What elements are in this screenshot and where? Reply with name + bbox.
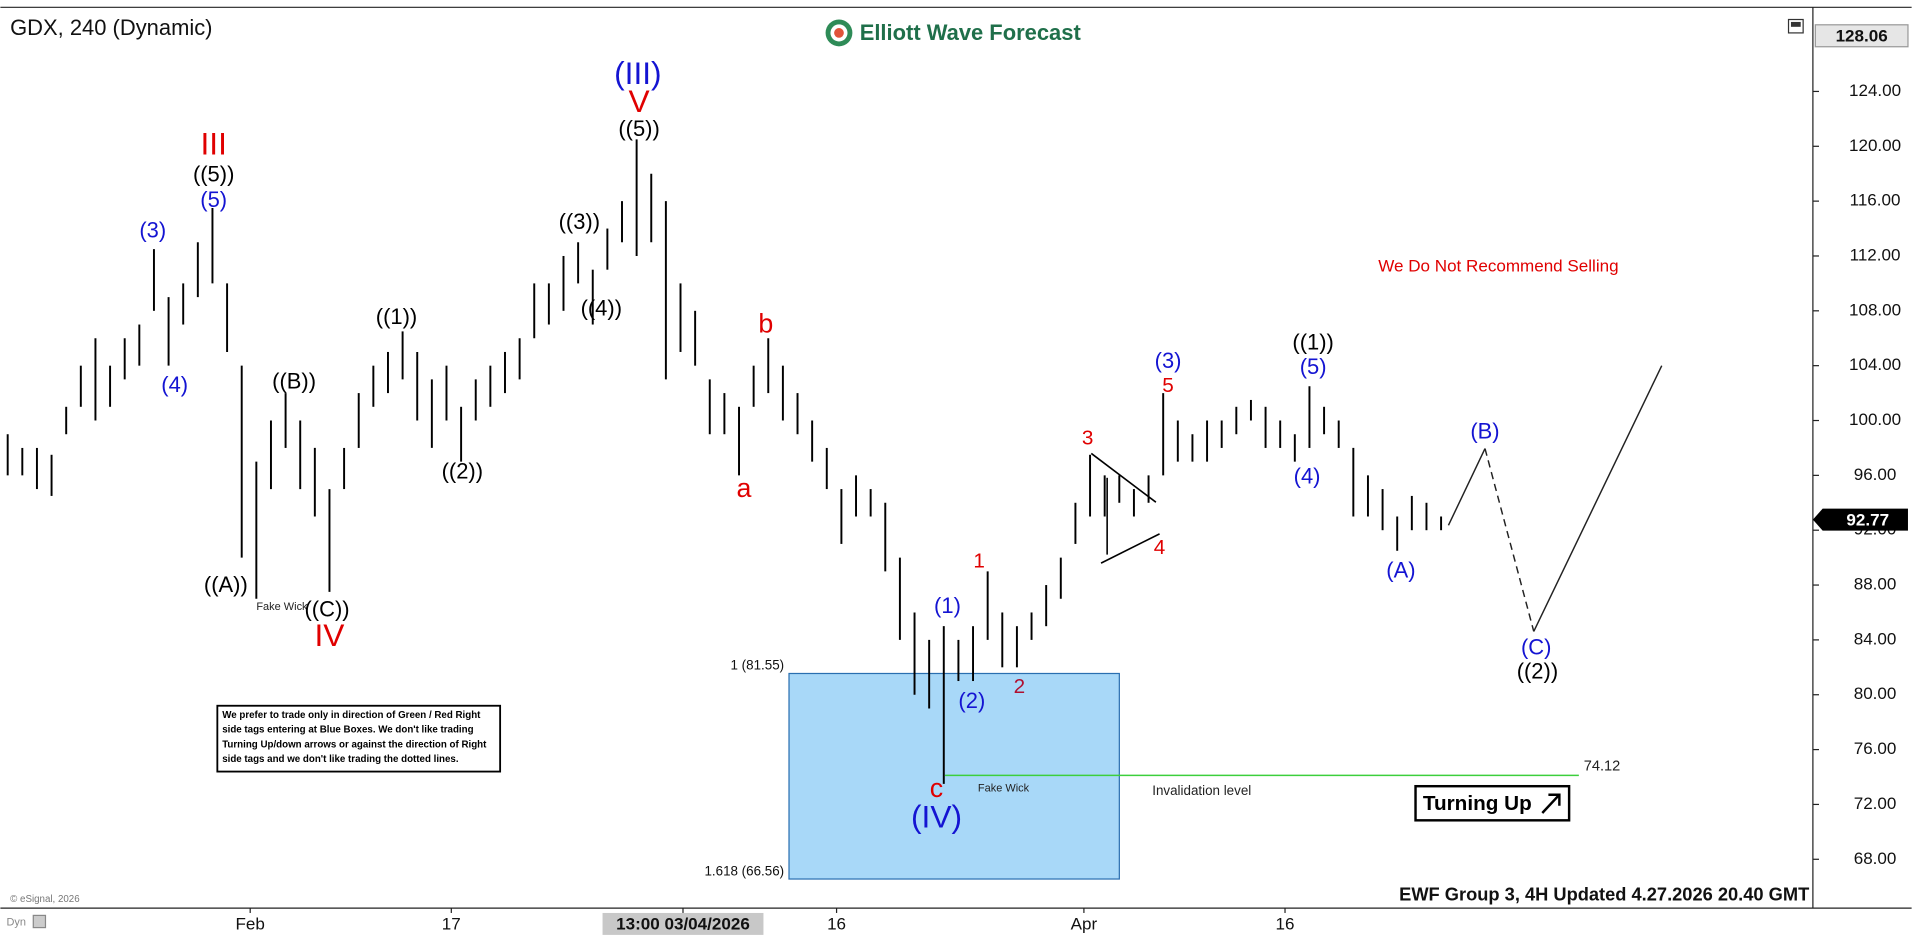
wave-label: (IV) <box>911 798 962 834</box>
window-icon-bar <box>1790 21 1801 27</box>
disclaimer-line: side tags entering at Blue Boxes. We don… <box>222 725 473 736</box>
wave-label: ((3)) <box>559 209 600 234</box>
wave-label: c <box>930 773 943 803</box>
wave-label: ((C)) <box>305 596 350 621</box>
projection-path <box>1447 448 1486 526</box>
wave-label: (3) <box>1155 348 1182 373</box>
wave-label: (3) <box>139 217 166 242</box>
x-tick-label: 16 <box>827 915 846 934</box>
wave-label: (2) <box>958 688 985 713</box>
y-tick-label: 84.00 <box>1854 629 1897 648</box>
y-tick-label: 80.00 <box>1854 684 1897 703</box>
disclaimer-box <box>216 704 502 773</box>
bars-layer <box>6 139 1443 784</box>
badge-arrow <box>1541 793 1561 814</box>
mode-label: Dyn <box>6 917 26 929</box>
wave-label: (C) <box>1521 634 1551 659</box>
wave-label: ((5)) <box>618 116 659 141</box>
triangle-line <box>1090 452 1157 503</box>
x-tick-label: 16 <box>1276 915 1295 934</box>
footer: EWF Group 3, 4H Updated 4.27.2026 20.40 … <box>1399 884 1809 905</box>
chart-title: GDX, 240 (Dynamic) <box>10 15 212 40</box>
last-price-tag <box>1812 508 1908 531</box>
wave-label: 5 <box>1162 374 1174 397</box>
labels-layer: 68.0072.0076.0080.0084.0088.0092.0096.00… <box>139 24 1909 935</box>
fib-label: 1.618 (66.56) <box>704 863 784 878</box>
wave-label: (III) <box>614 55 662 91</box>
fib-layer <box>788 672 1579 880</box>
y-tick-label: 96.00 <box>1854 465 1897 484</box>
brand: Elliott Wave Forecast <box>860 20 1082 45</box>
y-tick-label: 124.00 <box>1849 81 1901 100</box>
invalidation-text: Invalidation level <box>1152 783 1251 798</box>
y-tick-label: 108.00 <box>1849 300 1901 319</box>
wave-label: (A) <box>1386 557 1415 582</box>
wave-label: ((1)) <box>376 304 417 329</box>
wave-label: (5) <box>200 187 227 212</box>
y-tick-label: 100.00 <box>1849 410 1901 429</box>
wave-label: ((B)) <box>272 369 316 394</box>
wave-label: IV <box>315 617 345 653</box>
wave-label: ((5)) <box>193 161 234 186</box>
wave-label: Fake Wick <box>256 601 308 613</box>
projection-dotted <box>1484 448 1535 632</box>
x-tick-label: Apr <box>1071 915 1098 934</box>
y-tick-label: 76.00 <box>1854 739 1897 758</box>
wave-label: ((2)) <box>442 459 483 484</box>
wave-label: V <box>629 83 650 119</box>
warning: We Do Not Recommend Selling <box>1378 256 1618 275</box>
wave-label: 4 <box>1154 536 1166 559</box>
x-cursor-box <box>602 912 764 935</box>
y-tick-label: 116.00 <box>1850 191 1901 210</box>
disclaimer-line: side tags and we don't like trading the … <box>222 754 459 765</box>
wave-label: (4) <box>1294 464 1321 489</box>
x-tick-label: Feb <box>236 915 265 934</box>
y-tick-label: 104.00 <box>1849 355 1901 374</box>
wave-label: ((1)) <box>1292 330 1333 355</box>
badge-arrow-head <box>1548 793 1561 806</box>
axis-top-label: 128.06 <box>1836 26 1888 45</box>
y-tick-label: 72.00 <box>1854 794 1897 813</box>
fib-label: 1 (81.55) <box>731 658 785 673</box>
y-tick-label: 88.00 <box>1854 575 1897 594</box>
wave-label: (4) <box>161 372 188 397</box>
wave-label: a <box>736 473 751 503</box>
x-tick-label: 13:00 03/04/2026 <box>616 915 750 934</box>
projection-path <box>1533 365 1663 632</box>
y-tick-label: 120.00 <box>1849 136 1901 155</box>
logo-icon-core <box>834 28 844 38</box>
wave-label: 1 <box>973 549 985 572</box>
invalidation-value: 74.12 <box>1584 759 1621 775</box>
x-tick-label: 17 <box>442 915 461 934</box>
wave-label: 3 <box>1082 426 1094 449</box>
badge-text: Turning Up <box>1423 792 1532 815</box>
triangle-line <box>1100 533 1160 564</box>
axis-top-tag <box>1814 24 1909 48</box>
wave-label: III <box>200 126 226 162</box>
mode-icon[interactable] <box>32 914 47 929</box>
fib-box <box>788 672 1120 880</box>
wave-label: (B) <box>1470 419 1499 444</box>
wave-label: ((4)) <box>581 295 622 320</box>
disclaimer-line: We prefer to trade only in direction of … <box>222 710 481 721</box>
badge-box <box>1414 784 1571 822</box>
copyright: © eSignal, 2026 <box>10 894 80 905</box>
wave-label: 2 <box>1014 675 1026 698</box>
wave-label: ((A)) <box>204 572 248 597</box>
wave-label: (5) <box>1300 354 1327 379</box>
last-price-label: 92.77 <box>1846 510 1889 529</box>
wave-label: Fake Wick <box>978 783 1030 795</box>
disclaimer-line: Turning Up/down arrows or against the di… <box>222 739 487 750</box>
wave-label: ((2)) <box>1517 659 1558 684</box>
wave-label: b <box>758 309 773 339</box>
y-tick-label: 112.00 <box>1850 245 1901 264</box>
y-tick-label: 68.00 <box>1854 849 1897 868</box>
wave-label: (1) <box>934 593 961 618</box>
